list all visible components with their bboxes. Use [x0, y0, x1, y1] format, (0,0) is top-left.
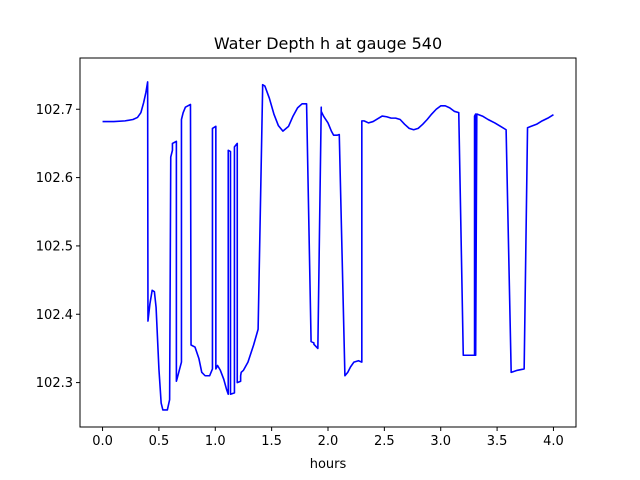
y-tick-label: 102.4	[36, 308, 73, 323]
x-tick-label: 4.0	[543, 434, 564, 449]
x-axis: 0.0 0.5 1.0 1.5 2.0 2.5 3.0 3.5 4.0	[92, 427, 564, 449]
x-tick-label: 2.5	[374, 434, 395, 449]
y-tick-label: 102.5	[36, 239, 73, 254]
y-tick-label: 102.7	[36, 103, 73, 118]
x-tick-label: 3.5	[487, 434, 508, 449]
x-tick-label: 2.0	[318, 434, 339, 449]
x-tick-label: 0.5	[149, 434, 170, 449]
x-tick-label: 0.0	[92, 434, 113, 449]
y-tick-label: 102.3	[36, 376, 73, 391]
y-axis: 102.3 102.4 102.5 102.6 102.7	[36, 103, 80, 391]
series-line-1	[102, 81, 554, 411]
x-tick-label: 3.0	[430, 434, 451, 449]
x-tick-label: 1.5	[261, 434, 282, 449]
chart-title: Water Depth h at gauge 540	[214, 34, 442, 53]
y-tick-label: 102.6	[36, 171, 73, 186]
x-axis-label: hours	[310, 457, 347, 472]
x-tick-label: 1.0	[205, 434, 226, 449]
